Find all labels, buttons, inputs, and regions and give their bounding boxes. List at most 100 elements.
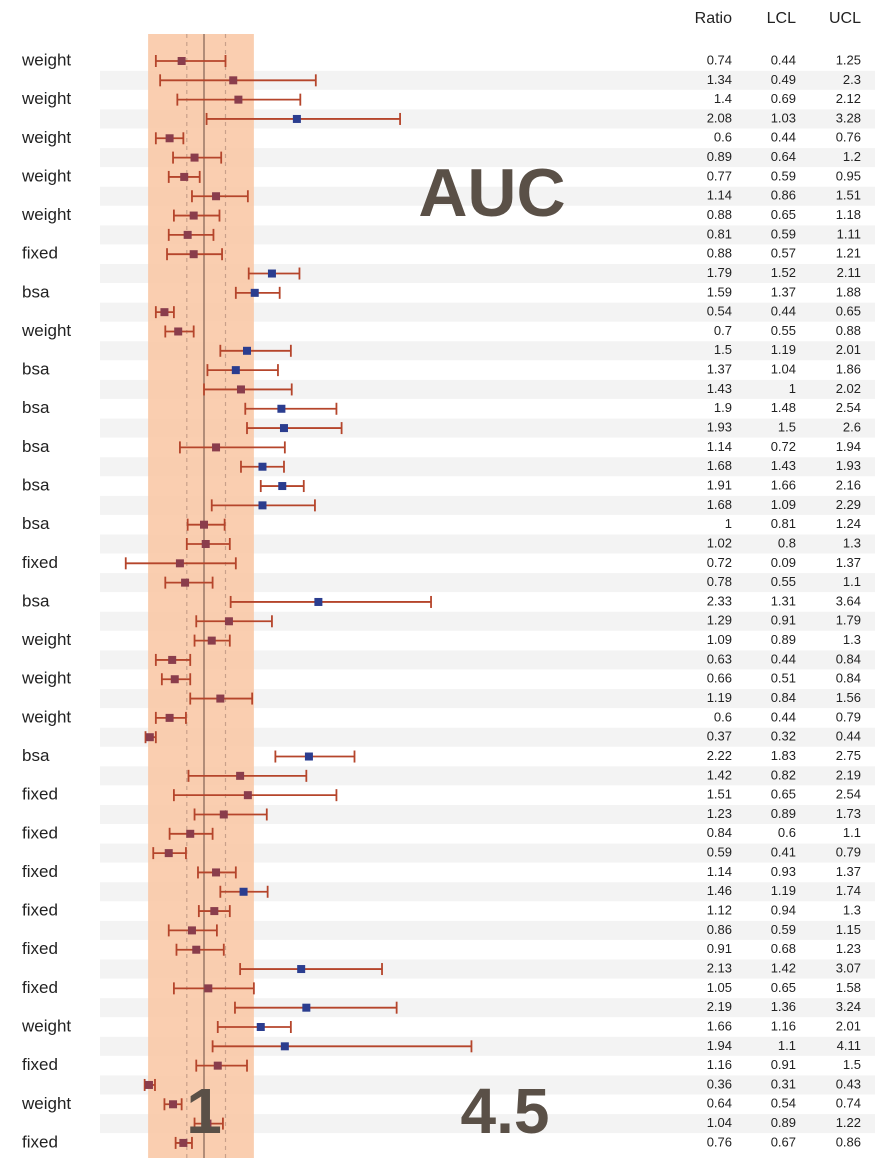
column-header: UCL — [829, 10, 861, 27]
row-label: fixed — [22, 1132, 58, 1151]
table-value: 1.66 — [707, 1018, 732, 1033]
ratio-marker — [216, 694, 225, 703]
chart-title: AUC — [418, 155, 565, 231]
ratio-marker — [314, 597, 323, 606]
ratio-marker — [279, 424, 288, 433]
table-value: 1.46 — [707, 883, 732, 898]
table-value: 1.43 — [707, 381, 732, 396]
table-value: 1.05 — [707, 980, 732, 995]
ratio-marker — [212, 868, 221, 877]
table-value: 0.88 — [836, 323, 861, 338]
table-value: 0.7 — [714, 323, 732, 338]
table-value: 2.19 — [707, 999, 732, 1014]
table-value: 1.88 — [836, 284, 861, 299]
table-value: 1.1 — [778, 1038, 796, 1053]
row-stripe — [100, 1114, 875, 1134]
table-value: 0.31 — [771, 1076, 796, 1091]
table-value: 1.93 — [836, 458, 861, 473]
table-value: 2.54 — [836, 400, 861, 415]
table-value: 1.1 — [843, 574, 861, 589]
table-value: 0.74 — [836, 1096, 861, 1111]
table-value: 1.11 — [837, 226, 861, 241]
row-stripe — [100, 70, 875, 90]
table-value: 1.74 — [836, 883, 861, 898]
table-value: 0.66 — [707, 671, 732, 686]
row-stripe — [100, 882, 875, 902]
ratio-marker — [267, 269, 276, 278]
ratio-marker — [165, 134, 174, 143]
table-value: 1 — [789, 381, 796, 396]
table-value: 0.91 — [771, 613, 796, 628]
ratio-marker — [204, 984, 213, 993]
row-label: fixed — [22, 553, 58, 572]
table-value: 2.54 — [836, 787, 861, 802]
row-label: weight — [21, 1016, 71, 1035]
row-label: weight — [21, 321, 71, 340]
ratio-marker — [297, 965, 306, 974]
table-value: 0.65 — [771, 787, 796, 802]
table-value: 0.84 — [707, 825, 732, 840]
table-value: 0.79 — [836, 709, 861, 724]
table-value: 0.76 — [707, 1134, 732, 1149]
table-value: 0.37 — [707, 729, 732, 744]
table-value: 0.81 — [771, 516, 796, 531]
row-stripe — [100, 109, 875, 129]
table-value: 0.89 — [771, 632, 796, 647]
table-value: 1.51 — [707, 787, 732, 802]
table-value: 0.84 — [836, 651, 861, 666]
table-value: 2.01 — [836, 1018, 861, 1033]
table-value: 2.16 — [836, 477, 861, 492]
table-value: 0.09 — [771, 555, 796, 570]
row-stripe — [100, 1075, 875, 1095]
table-value: 1.37 — [707, 362, 732, 377]
table-value: 2.3 — [843, 72, 861, 87]
row-label: bsa — [22, 282, 50, 301]
table-value: 1.5 — [778, 420, 796, 435]
table-value: 0.67 — [771, 1134, 796, 1149]
table-value: 0.51 — [771, 671, 796, 686]
ratio-marker — [179, 1138, 188, 1147]
row-stripe — [100, 689, 875, 709]
row-label: bsa — [22, 360, 50, 379]
table-value: 0.59 — [771, 922, 796, 937]
table-value: 0.55 — [771, 574, 796, 589]
row-stripe — [100, 457, 875, 477]
table-value: 0.91 — [771, 1057, 796, 1072]
ratio-marker — [190, 153, 199, 162]
table-value: 0.59 — [771, 226, 796, 241]
table-value: 0.86 — [707, 922, 732, 937]
table-value: 1.31 — [771, 593, 796, 608]
row-stripe — [100, 843, 875, 863]
table-value: 1.19 — [771, 342, 796, 357]
table-value: 0.86 — [771, 188, 796, 203]
ratio-marker — [212, 192, 221, 201]
table-value: 1.3 — [843, 903, 861, 918]
table-value: 2.33 — [707, 593, 732, 608]
table-value: 0.44 — [771, 304, 796, 319]
row-label: weight — [21, 50, 71, 69]
ratio-marker — [203, 1119, 212, 1128]
table-value: 1.2 — [843, 149, 861, 164]
row-stripe — [100, 225, 875, 245]
highlight-band — [148, 34, 254, 1158]
table-value: 1.91 — [707, 477, 732, 492]
table-value: 0.32 — [771, 729, 796, 744]
ratio-marker — [224, 617, 233, 626]
table-value: 1.3 — [843, 632, 861, 647]
table-value: 2.29 — [836, 497, 861, 512]
ratio-marker — [180, 172, 189, 181]
table-value: 0.54 — [707, 304, 732, 319]
table-value: 0.82 — [771, 767, 796, 782]
x-tick-label: 4.5 — [461, 1075, 550, 1147]
table-value: 1.04 — [771, 362, 796, 377]
table-value: 1.02 — [707, 535, 732, 550]
table-value: 1.19 — [707, 690, 732, 705]
ratio-marker — [145, 733, 154, 742]
row-label: weight — [21, 669, 71, 688]
row-label: bsa — [22, 437, 50, 456]
table-value: 0.65 — [771, 980, 796, 995]
ratio-marker — [219, 810, 228, 819]
table-value: 4.11 — [837, 1038, 861, 1053]
table-value: 0.64 — [707, 1096, 732, 1111]
